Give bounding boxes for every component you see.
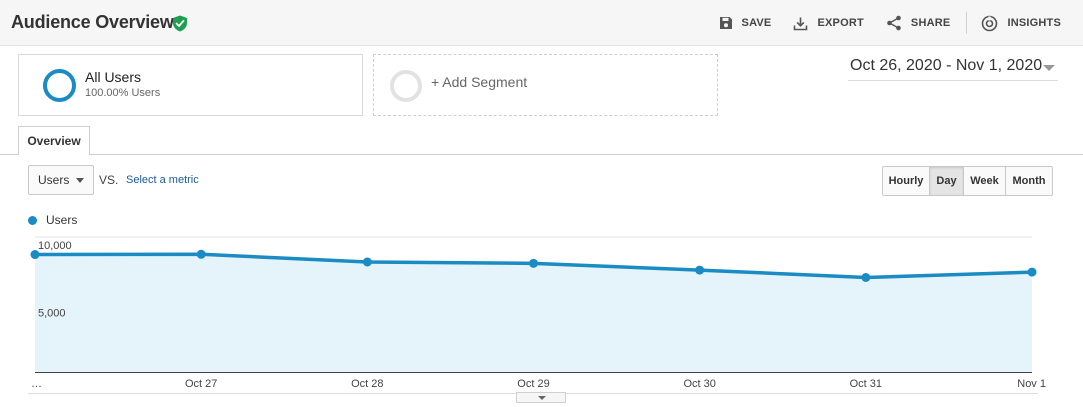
data-point: [30, 250, 40, 260]
data-point: [695, 265, 705, 275]
x-tick-label: …: [31, 378, 42, 390]
export-button[interactable]: EXPORT: [793, 16, 864, 31]
data-point: [196, 249, 206, 259]
save-icon: [719, 17, 732, 29]
metric-select[interactable]: Users: [28, 165, 94, 195]
segment-ring-icon: [43, 69, 76, 102]
share-icon: [887, 15, 901, 31]
legend-label: Users: [46, 213, 78, 227]
chart-legend: Users: [28, 213, 77, 227]
x-tick-label: Oct 27: [185, 378, 217, 390]
insights-label: INSIGHTS: [1007, 17, 1061, 29]
export-icon: [794, 17, 808, 30]
y-tick-label: 10,000: [38, 240, 72, 252]
segment-name: All Users: [85, 69, 142, 85]
series-area: [35, 254, 1032, 372]
tab-bar-line: [0, 154, 1083, 155]
x-tick-label: Oct 29: [517, 378, 549, 390]
segment-all-users[interactable]: All Users 100.00% Users: [18, 54, 363, 116]
x-tick-label: Nov 1: [1017, 378, 1046, 390]
legend-dot-icon: [28, 215, 37, 225]
users-chart: 10,000 5,000 … Oct 27 Oct 28 Oct 29 Oct 30 Oct …: [28, 236, 1046, 394]
data-point: [529, 258, 538, 268]
add-segment-label: + Add Segment: [431, 74, 528, 90]
add-segment-button[interactable]: + Add Segment: [373, 54, 718, 116]
insights-icon: [982, 15, 998, 31]
export-label: EXPORT: [817, 17, 864, 29]
day-button[interactable]: Day: [930, 167, 964, 195]
data-point: [1027, 267, 1037, 277]
month-button[interactable]: Month: [1006, 167, 1052, 195]
chart-collapse-handle[interactable]: [516, 392, 566, 403]
chevron-down-icon: [1043, 65, 1055, 71]
insights-button[interactable]: INSIGHTS: [981, 15, 1061, 32]
x-tick-label: Oct 30: [683, 378, 715, 390]
segment-percentage: 100.00% Users: [85, 87, 161, 99]
data-point: [861, 273, 871, 282]
vs-label: VS.: [99, 173, 119, 187]
tab-overview[interactable]: Overview: [18, 126, 90, 155]
date-range-picker[interactable]: Oct 26, 2020 - Nov 1, 2020: [848, 57, 1058, 81]
share-button[interactable]: SHARE: [886, 15, 951, 31]
data-point: [362, 257, 372, 267]
save-label: SAVE: [741, 17, 772, 29]
share-label: SHARE: [910, 17, 951, 29]
verified-shield-icon: [173, 15, 187, 32]
granularity-toggle: Hourly Day Week Month: [882, 166, 1053, 196]
date-range-text: Oct 26, 2020 - Nov 1, 2020: [850, 57, 1043, 74]
x-tick-label: Oct 28: [351, 378, 383, 390]
top-bar: Audience Overview SAVE EXPORT: [0, 0, 1083, 46]
toolbar-divider: [966, 12, 968, 34]
page-title: Audience Overview: [11, 12, 174, 32]
segment-placeholder-ring-icon: [390, 70, 422, 102]
y-tick-label: 5,000: [38, 308, 66, 320]
week-button[interactable]: Week: [964, 167, 1006, 195]
select-metric-link[interactable]: Select a metric: [126, 174, 199, 186]
caret-down-icon: [76, 178, 84, 183]
x-tick-label: Oct 31: [850, 378, 882, 390]
save-button[interactable]: SAVE: [719, 16, 772, 30]
report-toolbar: SAVE EXPORT SHARE INSIGH: [719, 0, 1083, 46]
caret-down-icon: [538, 396, 546, 400]
metric-select-value: Users: [38, 173, 70, 187]
hourly-button[interactable]: Hourly: [883, 167, 930, 195]
